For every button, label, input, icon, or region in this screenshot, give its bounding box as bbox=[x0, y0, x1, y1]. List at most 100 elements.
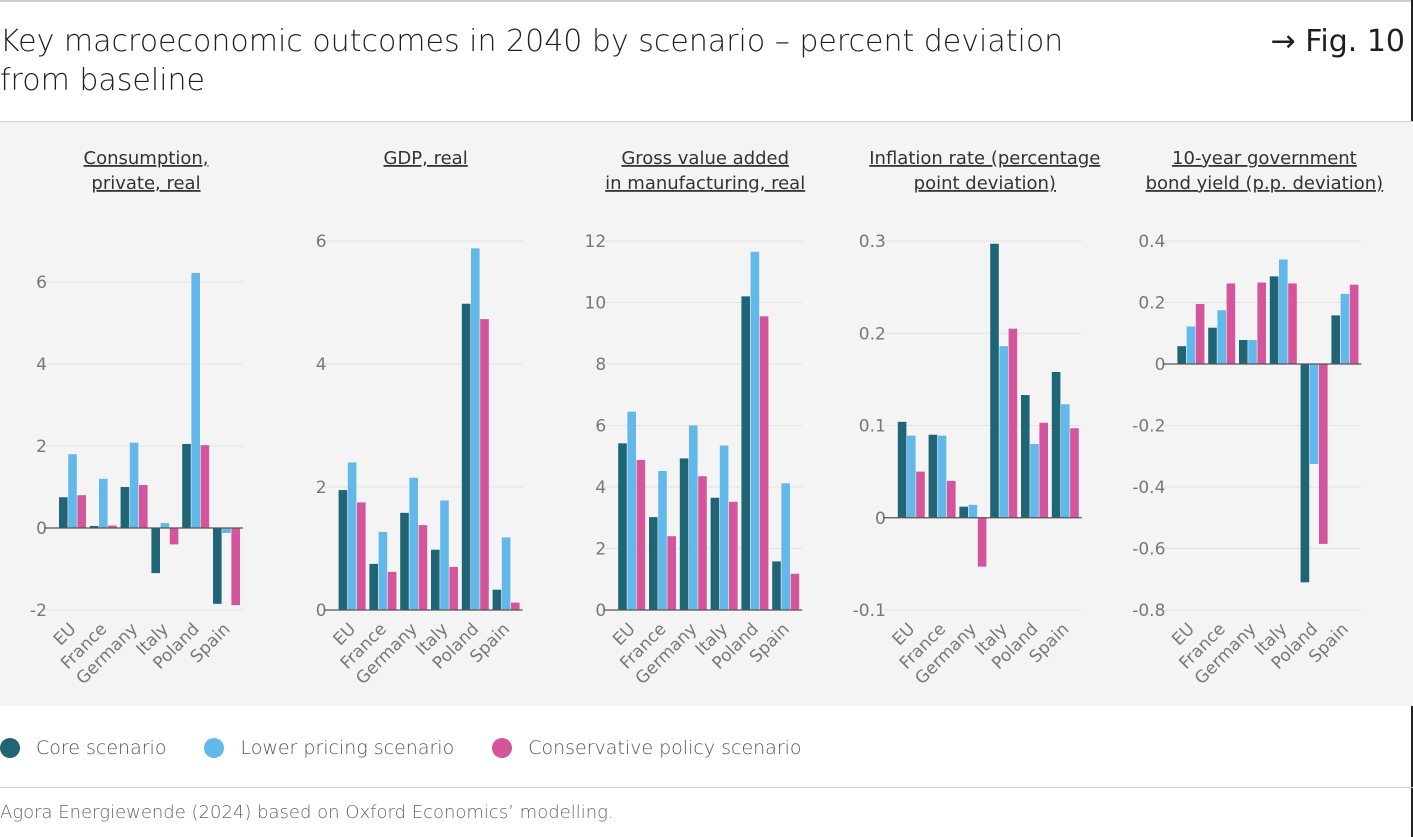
bar-eu-series-2 bbox=[68, 454, 77, 528]
chart-3: Gross value added in manufacturing, real 0… bbox=[585, 148, 806, 689]
bar-eu-series-2 bbox=[627, 411, 636, 610]
y-tick-label: 4 bbox=[316, 355, 327, 375]
bar-eu-series-3 bbox=[636, 459, 646, 610]
bar-poland-series-3 bbox=[200, 445, 210, 528]
bar-spain-series-2 bbox=[781, 483, 790, 610]
bar-france-series-3 bbox=[387, 571, 397, 610]
chart-1-title-line-2: private, real bbox=[91, 173, 200, 194]
chart-1-title-line-1: Consumption, bbox=[84, 148, 209, 169]
bar-italy-series-1 bbox=[990, 243, 999, 518]
chart-4: Inflation rate (percentage point deviatio… bbox=[853, 148, 1101, 689]
bar-eu-series-3 bbox=[77, 495, 86, 528]
bar-france-series-1 bbox=[369, 563, 378, 611]
y-tick-label: 8 bbox=[595, 355, 606, 375]
bar-italy-series-3 bbox=[449, 566, 458, 610]
bar-france-series-2 bbox=[937, 435, 947, 518]
bar-france-series-3 bbox=[667, 536, 676, 610]
y-tick-label: 0 bbox=[875, 509, 886, 529]
legend-item-lower-pricing: Lower pricing scenario bbox=[204, 737, 454, 759]
bar-poland-series-2 bbox=[471, 248, 480, 610]
bar-eu-series-3 bbox=[357, 502, 366, 611]
bar-spain-series-1 bbox=[1331, 315, 1340, 364]
bar-france-series-2 bbox=[99, 478, 108, 528]
bar-france-series-1 bbox=[928, 434, 938, 518]
bar-eu-series-3 bbox=[916, 471, 925, 518]
figure-title: Key macroeconomic outcomes in 2040 by sc… bbox=[0, 24, 1064, 98]
bar-eu-series-1 bbox=[1177, 346, 1186, 364]
y-tick-label: -0.4 bbox=[1132, 478, 1165, 498]
bar-poland-series-1 bbox=[461, 303, 471, 610]
bar-spain-series-1 bbox=[772, 561, 781, 610]
bar-spain-series-1 bbox=[213, 528, 222, 604]
bar-italy-series-3 bbox=[1008, 328, 1018, 518]
bar-germany-series-3 bbox=[1257, 282, 1266, 364]
bar-italy-series-3 bbox=[729, 501, 738, 610]
bar-spain-series-2 bbox=[1061, 404, 1070, 518]
bar-italy-series-1 bbox=[710, 497, 720, 610]
chart-5-title-line-1: 10-year government bbox=[1172, 148, 1357, 169]
bar-italy-series-3 bbox=[1288, 283, 1297, 364]
legend-label-conservative: Conservative policy scenario bbox=[528, 737, 802, 759]
chart-4-title-line-2: point deviation) bbox=[914, 173, 1056, 194]
y-tick-label: 6 bbox=[316, 232, 327, 252]
bar-germany-series-2 bbox=[409, 477, 418, 610]
legend-item-conservative: Conservative policy scenario bbox=[492, 737, 802, 759]
bar-poland-series-1 bbox=[1021, 395, 1030, 518]
bar-france-series-2 bbox=[658, 471, 667, 610]
legend-swatch-lower-pricing bbox=[204, 738, 225, 758]
bar-germany-series-2 bbox=[689, 425, 698, 610]
bar-germany-series-1 bbox=[1239, 340, 1248, 364]
bar-germany-series-3 bbox=[977, 517, 987, 567]
y-tick-label: 0 bbox=[36, 519, 47, 539]
charts-svg: Consumption,private, real-20246EUFranceG… bbox=[30, 148, 1384, 689]
y-tick-label: 2 bbox=[595, 540, 606, 560]
bar-spain-series-3 bbox=[1349, 284, 1359, 364]
bar-poland-series-1 bbox=[741, 296, 750, 610]
y-tick-label: 0.1 bbox=[859, 417, 886, 437]
y-tick-label: 0.2 bbox=[859, 324, 886, 344]
bar-poland-series-3 bbox=[480, 319, 489, 610]
bar-germany-series-1 bbox=[959, 506, 968, 518]
chart-1: Consumption,private, real-20246EUFranceG… bbox=[30, 148, 243, 689]
bar-spain-series-2 bbox=[1340, 293, 1350, 364]
chart-3-title-line-2: in manufacturing, real bbox=[605, 173, 805, 194]
bar-eu-series-2 bbox=[347, 462, 357, 610]
bottom-rule bbox=[0, 787, 1413, 788]
bar-italy-series-2 bbox=[999, 346, 1008, 518]
bar-germany-series-2 bbox=[1248, 340, 1257, 364]
bar-eu-series-3 bbox=[1195, 304, 1205, 364]
y-tick-label: 6 bbox=[595, 417, 606, 437]
bar-poland-series-3 bbox=[759, 316, 769, 610]
bar-italy-series-1 bbox=[431, 549, 440, 610]
chart-2-title-line-1: GDP, real bbox=[383, 148, 467, 169]
y-tick-label: 2 bbox=[316, 478, 327, 498]
bar-france-series-3 bbox=[108, 525, 117, 528]
bar-france-series-2 bbox=[1217, 310, 1226, 364]
bar-eu-series-1 bbox=[618, 443, 627, 610]
bar-italy-series-2 bbox=[440, 500, 449, 610]
y-tick-label: 0 bbox=[1155, 355, 1166, 375]
bar-spain-series-3 bbox=[231, 528, 240, 606]
bar-eu-series-1 bbox=[897, 421, 907, 518]
bar-spain-series-2 bbox=[222, 528, 231, 533]
chart-5-title-line-2: bond yield (p.p. deviation) bbox=[1146, 173, 1384, 194]
bar-germany-series-1 bbox=[120, 487, 130, 528]
bar-france-series-3 bbox=[947, 480, 956, 518]
bar-spain-series-1 bbox=[1051, 372, 1061, 518]
legend-swatch-conservative bbox=[492, 738, 513, 758]
bar-italy-series-2 bbox=[1279, 259, 1288, 364]
bar-germany-series-3 bbox=[698, 476, 707, 610]
figure-reference: → Fig. 10 bbox=[1270, 24, 1405, 59]
y-tick-label: 0.3 bbox=[859, 232, 886, 252]
legend-item-core: Core scenario bbox=[0, 737, 166, 759]
bar-poland-series-2 bbox=[1030, 443, 1039, 518]
y-tick-label: 2 bbox=[36, 437, 47, 457]
legend-label-lower-pricing: Lower pricing scenario bbox=[240, 737, 455, 759]
y-tick-label: 0.4 bbox=[1138, 232, 1165, 252]
y-tick-label: 4 bbox=[36, 355, 47, 375]
bar-spain-series-3 bbox=[511, 602, 520, 610]
legend-swatch-core bbox=[0, 738, 20, 758]
y-tick-label: -0.6 bbox=[1132, 540, 1165, 560]
bar-poland-series-2 bbox=[1309, 364, 1319, 464]
chart-2: GDP, real0246EUFranceGermanyItalyPolandS… bbox=[316, 148, 523, 689]
